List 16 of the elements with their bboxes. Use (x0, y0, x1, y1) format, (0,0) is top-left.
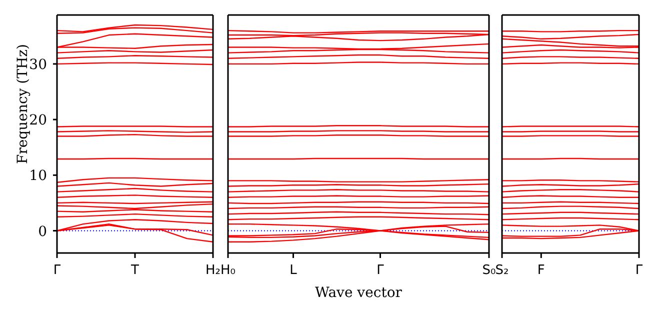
x-tick-label: T (130, 263, 140, 278)
x-tick-label: Γ (635, 263, 644, 278)
x-axis-title: Wave vector (315, 285, 402, 301)
y-tick-label: 10 (29, 168, 47, 184)
y-tick-label: 30 (29, 56, 47, 73)
y-tick-label: 20 (29, 112, 47, 129)
x-tick-label: H₂ (206, 263, 220, 278)
x-tick-label: Γ (53, 263, 62, 278)
y-tick-label: 0 (38, 224, 47, 240)
x-tick-label: F (537, 263, 545, 278)
x-tick-label: S₀ (482, 263, 496, 278)
x-tick-label: L (290, 263, 298, 278)
x-tick-label: H₀ (220, 263, 236, 278)
x-tick-label: S₂ (495, 263, 509, 278)
y-axis-title: Frequency (THz) (15, 44, 31, 164)
x-tick-label: Γ (376, 263, 385, 278)
